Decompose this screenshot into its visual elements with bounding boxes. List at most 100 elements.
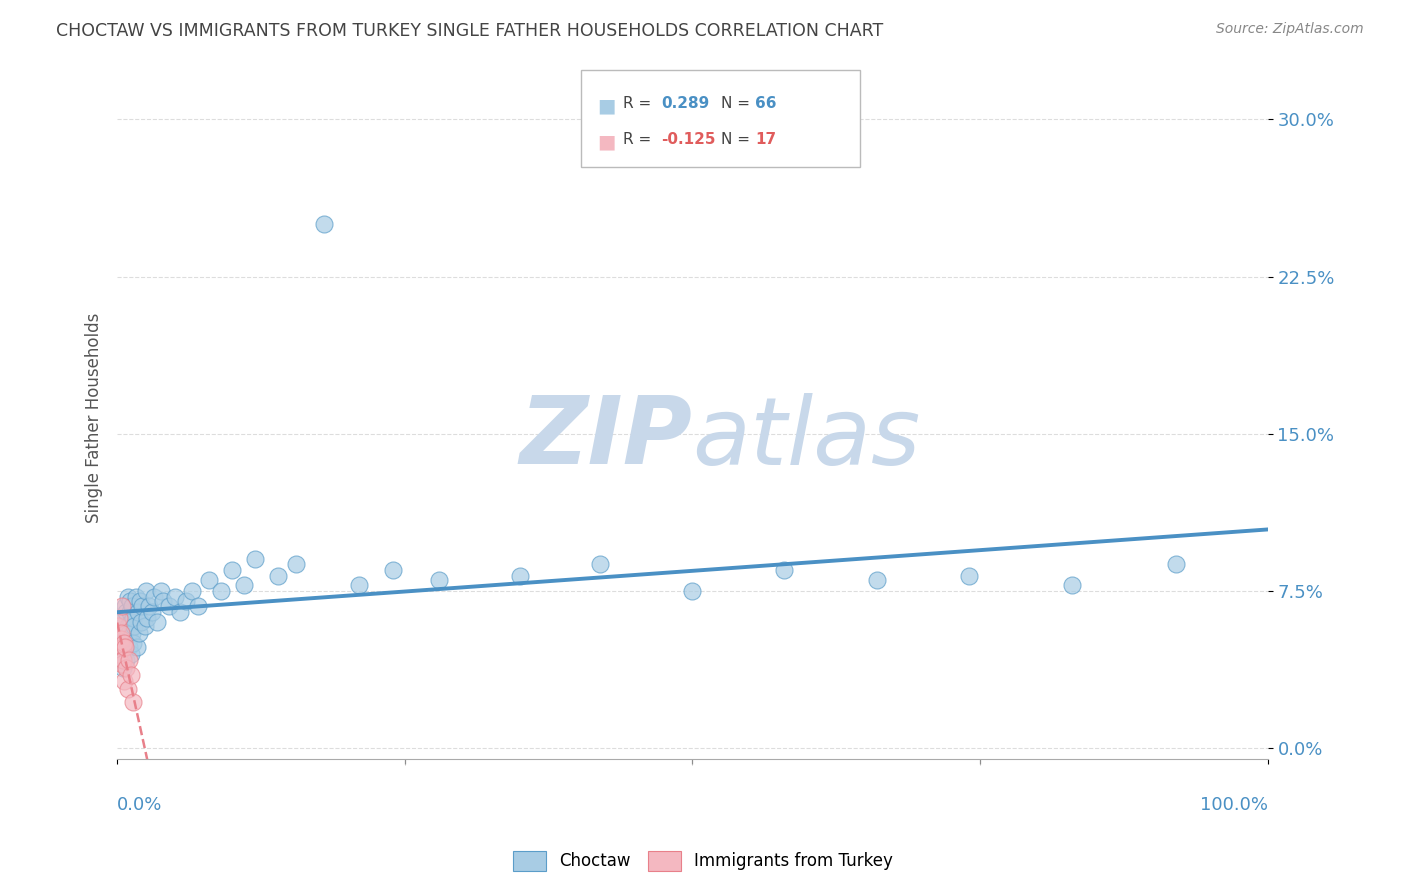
Point	[122, 636, 145, 650]
Point	[122, 611, 145, 625]
Point	[149, 583, 172, 598]
Point	[427, 574, 450, 588]
Text: R =: R =	[623, 96, 661, 112]
Point	[118, 594, 141, 608]
Point	[117, 682, 139, 697]
Point	[589, 557, 612, 571]
Text: ■: ■	[598, 132, 616, 151]
Text: N =: N =	[721, 132, 755, 147]
Text: 100.0%: 100.0%	[1199, 797, 1268, 814]
Point	[865, 574, 887, 588]
Point	[118, 640, 141, 655]
Point	[111, 625, 134, 640]
Point	[115, 653, 138, 667]
Point	[232, 577, 254, 591]
Point	[114, 632, 136, 646]
Point	[124, 619, 146, 633]
Text: Source: ZipAtlas.com: Source: ZipAtlas.com	[1216, 22, 1364, 37]
Point	[141, 605, 163, 619]
Point	[136, 611, 159, 625]
Text: R =: R =	[623, 132, 661, 147]
Point	[110, 625, 132, 640]
Point	[509, 569, 531, 583]
Point	[143, 590, 166, 604]
Text: -0.125: -0.125	[661, 132, 716, 147]
Point	[169, 605, 191, 619]
Point	[120, 615, 142, 630]
Point	[129, 594, 152, 608]
Point	[121, 625, 143, 640]
Point	[111, 619, 134, 633]
Text: atlas: atlas	[692, 392, 921, 484]
Point	[111, 599, 134, 613]
Point	[118, 653, 141, 667]
Point	[115, 661, 138, 675]
Point	[382, 563, 405, 577]
Text: ■: ■	[598, 96, 616, 115]
Point	[957, 569, 980, 583]
Text: N =: N =	[721, 96, 755, 112]
Point	[120, 667, 142, 681]
Point	[1062, 577, 1084, 591]
Point	[117, 619, 139, 633]
Point	[108, 611, 131, 625]
Point	[117, 590, 139, 604]
Point	[111, 640, 134, 655]
Point	[111, 661, 134, 675]
Point	[163, 590, 186, 604]
Legend: Choctaw, Immigrants from Turkey: Choctaw, Immigrants from Turkey	[505, 842, 901, 880]
Point	[112, 647, 135, 661]
Point	[138, 599, 160, 613]
Point	[131, 599, 153, 613]
Point	[111, 657, 134, 672]
Point	[108, 640, 131, 655]
Point	[111, 636, 134, 650]
Point	[127, 605, 149, 619]
Point	[110, 632, 132, 646]
Point	[107, 619, 129, 633]
Point	[131, 615, 153, 630]
Text: CHOCTAW VS IMMIGRANTS FROM TURKEY SINGLE FATHER HOUSEHOLDS CORRELATION CHART: CHOCTAW VS IMMIGRANTS FROM TURKEY SINGLE…	[56, 22, 883, 40]
Point	[121, 599, 143, 613]
Point	[209, 583, 232, 598]
Point	[111, 653, 134, 667]
Point	[124, 590, 146, 604]
Text: ZIP: ZIP	[520, 392, 692, 484]
Point	[114, 640, 136, 655]
Point	[187, 599, 209, 613]
Point	[1164, 557, 1187, 571]
Point	[115, 605, 138, 619]
Y-axis label: Single Father Households: Single Father Households	[86, 313, 103, 524]
Point	[110, 653, 132, 667]
Point	[198, 574, 221, 588]
Point	[773, 563, 796, 577]
Point	[135, 583, 157, 598]
Point	[118, 605, 141, 619]
Text: 0.0%: 0.0%	[117, 797, 163, 814]
Text: 66: 66	[755, 96, 776, 112]
Point	[120, 647, 142, 661]
Point	[112, 636, 135, 650]
Point	[347, 577, 370, 591]
Point	[181, 583, 204, 598]
Point	[125, 640, 148, 655]
Point	[221, 563, 243, 577]
Point	[112, 673, 135, 688]
Point	[174, 594, 197, 608]
Text: 0.289: 0.289	[661, 96, 709, 112]
Point	[157, 599, 180, 613]
Point	[134, 619, 156, 633]
Point	[284, 557, 307, 571]
Point	[267, 569, 290, 583]
Text: 17: 17	[755, 132, 776, 147]
Point	[314, 217, 336, 231]
Point	[114, 599, 136, 613]
Point	[245, 552, 267, 566]
Point	[152, 594, 174, 608]
Point	[118, 625, 141, 640]
Point	[108, 647, 131, 661]
Point	[122, 695, 145, 709]
Point	[146, 615, 169, 630]
Point	[681, 583, 703, 598]
Point	[128, 625, 150, 640]
